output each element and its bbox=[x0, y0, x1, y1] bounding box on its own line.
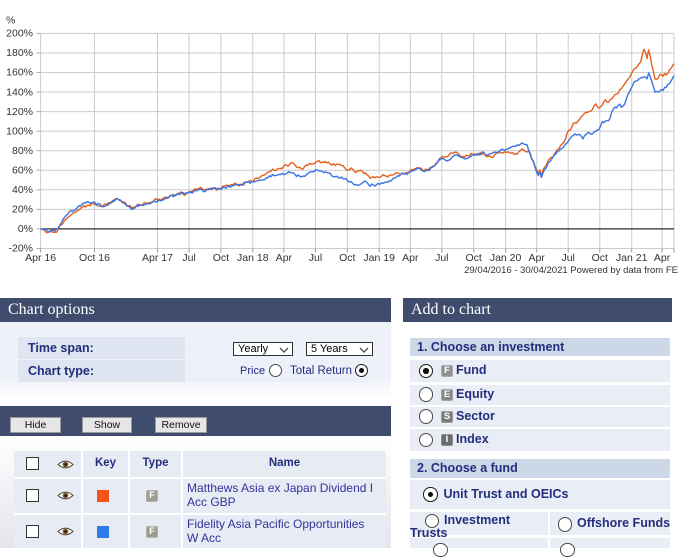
svg-text:160%: 160% bbox=[6, 67, 33, 79]
svg-text:Oct: Oct bbox=[213, 252, 229, 264]
svg-text:Apr: Apr bbox=[402, 252, 419, 264]
svg-text:Oct 16: Oct 16 bbox=[79, 252, 110, 264]
svg-text:40%: 40% bbox=[12, 184, 33, 196]
svg-text:Jul: Jul bbox=[435, 252, 448, 264]
svg-text:0%: 0% bbox=[18, 223, 33, 235]
svg-text:Apr: Apr bbox=[654, 252, 671, 264]
svg-text:Jul: Jul bbox=[561, 252, 574, 264]
svg-text:Jan 20: Jan 20 bbox=[490, 252, 522, 264]
svg-text:140%: 140% bbox=[6, 86, 33, 98]
svg-text:Jul: Jul bbox=[182, 252, 195, 264]
svg-text:80%: 80% bbox=[12, 145, 33, 157]
svg-text:-20%: -20% bbox=[8, 243, 33, 255]
svg-text:Jan 18: Jan 18 bbox=[237, 252, 269, 264]
svg-text:200%: 200% bbox=[6, 28, 33, 40]
svg-text:20%: 20% bbox=[12, 204, 33, 216]
svg-text:120%: 120% bbox=[6, 106, 33, 118]
svg-text:Apr: Apr bbox=[276, 252, 293, 264]
svg-text:Apr: Apr bbox=[529, 252, 546, 264]
svg-text:29/04/2016 - 30/04/2021 Powere: 29/04/2016 - 30/04/2021 Powered by data … bbox=[464, 265, 678, 276]
svg-text:100%: 100% bbox=[6, 125, 33, 137]
svg-text:Apr 17: Apr 17 bbox=[142, 252, 173, 264]
svg-text:60%: 60% bbox=[12, 165, 33, 177]
svg-text:Jul: Jul bbox=[309, 252, 322, 264]
svg-text:Apr 16: Apr 16 bbox=[25, 252, 56, 264]
svg-text:Jan 21: Jan 21 bbox=[616, 252, 648, 264]
svg-text:Oct: Oct bbox=[592, 252, 608, 264]
svg-text:Oct: Oct bbox=[339, 252, 355, 264]
svg-text:%: % bbox=[6, 15, 15, 27]
svg-text:180%: 180% bbox=[6, 47, 33, 59]
svg-text:Jan 19: Jan 19 bbox=[363, 252, 395, 264]
svg-text:Oct: Oct bbox=[466, 252, 482, 264]
